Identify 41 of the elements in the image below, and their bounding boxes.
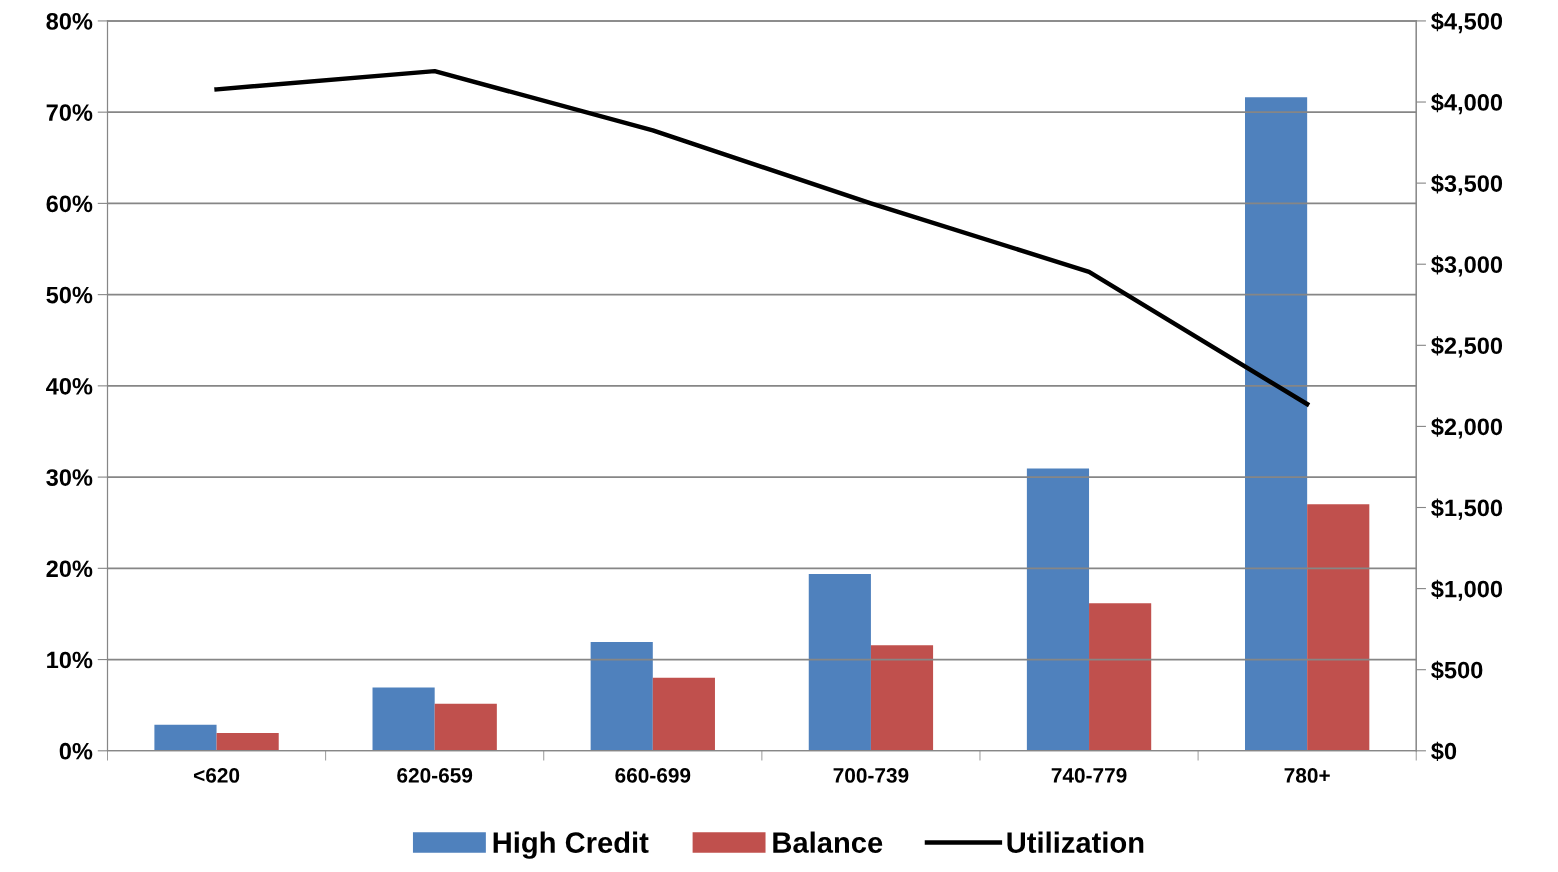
y-tick-label: 0%: [59, 742, 93, 760]
y2-tick-label: $1,500: [1431, 498, 1503, 520]
bar: [434, 703, 497, 751]
y2-tick-label: $3,500: [1431, 174, 1503, 196]
bar: [870, 645, 934, 751]
y-tick-label: 50%: [46, 286, 93, 304]
x-tick-label: <620: [193, 768, 240, 783]
x-tick-label: 620-659: [397, 768, 473, 783]
x-tick-label: 780+: [1284, 768, 1330, 783]
bar: [154, 724, 217, 751]
bar: [1245, 97, 1308, 751]
y2-tick-label: $4,000: [1431, 93, 1503, 115]
bar: [1026, 468, 1090, 751]
bar: [216, 732, 279, 751]
y-tick-label: 30%: [46, 469, 93, 486]
x-tick-label: 660-699: [615, 768, 691, 783]
y2-tick-label: $2,500: [1431, 336, 1503, 358]
y-tick-label: 10%: [47, 651, 93, 669]
y-tick-label: 20%: [46, 560, 93, 578]
bar: [1307, 504, 1370, 751]
bar: [372, 687, 435, 751]
x-tick-label: 700-739: [833, 768, 909, 783]
y2-tick-label: $3,000: [1431, 255, 1503, 277]
y-tick-label: 70%: [46, 104, 93, 121]
bar: [808, 574, 871, 751]
y2-tick-label: $4,500: [1431, 11, 1503, 34]
y2-tick-label: $0: [1431, 741, 1457, 762]
legend-label: Balance: [773, 831, 883, 853]
y2-tick-label: $1,000: [1431, 579, 1503, 601]
legend-label: High Credit: [493, 831, 649, 859]
y2-tick-label: $2,000: [1431, 417, 1503, 439]
y-tick-label: 60%: [46, 195, 93, 213]
line-series: [214, 68, 1310, 407]
bar: [1089, 603, 1152, 751]
y-tick-label: 40%: [46, 377, 93, 395]
y-tick-label: 80%: [46, 13, 93, 30]
x-tick-label: 740-779: [1051, 768, 1127, 783]
legend-label: Utilization: [1007, 831, 1144, 853]
bar: [590, 642, 653, 751]
y2-tick-label: $500: [1431, 660, 1483, 680]
bar: [652, 677, 715, 751]
